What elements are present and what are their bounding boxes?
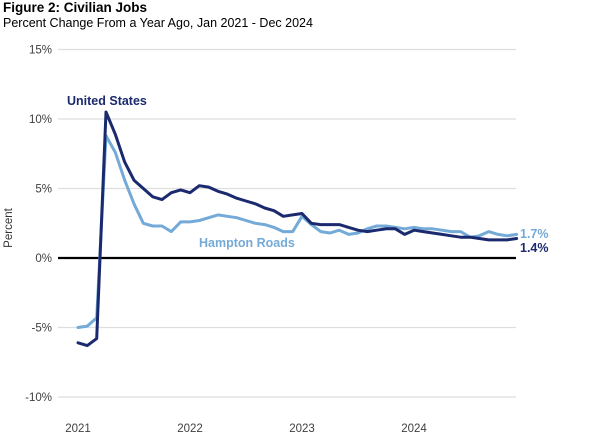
end-value-label-united-states: 1.4% bbox=[520, 241, 549, 255]
y-axis-tick-label: 15% bbox=[29, 45, 52, 57]
series-line-united-states bbox=[76, 110, 519, 348]
y-axis-tick-label: 0% bbox=[35, 253, 52, 265]
x-axis-tick-label: 2024 bbox=[401, 423, 427, 435]
x-axis-tick-label: 2023 bbox=[289, 423, 315, 435]
series-line-hampton-roads bbox=[76, 134, 519, 329]
chart-title: Figure 2: Civilian Jobs bbox=[3, 0, 148, 15]
y-axis-tick-label: -10% bbox=[25, 392, 52, 404]
y-axis-tick-label: -5% bbox=[32, 323, 52, 335]
series-label-hampton-roads: Hampton Roads bbox=[199, 236, 295, 250]
series-label-united-states: United States bbox=[67, 94, 147, 108]
chart-subtitle: Percent Change From a Year Ago, Jan 2021… bbox=[3, 16, 313, 30]
x-axis-tick-label: 2022 bbox=[177, 423, 203, 435]
y-axis-tick-label: 5% bbox=[35, 184, 52, 196]
y-axis-title: Percent bbox=[3, 207, 15, 247]
x-axis-tick-label: 2021 bbox=[65, 423, 91, 435]
end-value-label-hampton-roads: 1.7% bbox=[520, 227, 549, 241]
y-axis-tick-label: 10% bbox=[29, 114, 52, 126]
